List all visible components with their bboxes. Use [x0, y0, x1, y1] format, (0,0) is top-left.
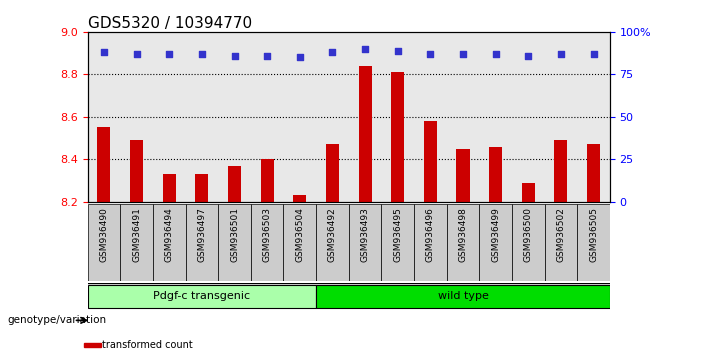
- Point: [98, 50, 109, 55]
- FancyBboxPatch shape: [153, 204, 186, 281]
- Point: [392, 48, 403, 53]
- Text: GSM936499: GSM936499: [491, 207, 500, 262]
- Text: GSM936500: GSM936500: [524, 207, 533, 262]
- Bar: [447, 32, 479, 202]
- Bar: [456, 149, 470, 202]
- Text: GSM936494: GSM936494: [165, 207, 174, 262]
- Point: [163, 51, 175, 57]
- FancyBboxPatch shape: [512, 204, 545, 281]
- Bar: [88, 32, 121, 202]
- FancyBboxPatch shape: [545, 204, 577, 281]
- Bar: [554, 140, 567, 202]
- Text: GSM936498: GSM936498: [458, 207, 468, 262]
- Bar: [186, 32, 218, 202]
- Point: [327, 50, 338, 55]
- Bar: [316, 32, 349, 202]
- FancyBboxPatch shape: [316, 204, 349, 281]
- Bar: [97, 127, 111, 202]
- Text: GSM936505: GSM936505: [589, 207, 598, 262]
- Point: [360, 46, 371, 52]
- Text: genotype/variation: genotype/variation: [7, 315, 106, 325]
- Bar: [577, 32, 610, 202]
- Text: GDS5320 / 10394770: GDS5320 / 10394770: [88, 16, 252, 31]
- FancyBboxPatch shape: [349, 204, 381, 281]
- Bar: [130, 140, 143, 202]
- Bar: [163, 174, 176, 202]
- Text: GSM936503: GSM936503: [263, 207, 272, 262]
- Bar: [326, 144, 339, 202]
- Bar: [251, 32, 283, 202]
- Bar: [121, 32, 153, 202]
- Bar: [522, 183, 535, 202]
- Bar: [545, 32, 577, 202]
- FancyBboxPatch shape: [218, 204, 251, 281]
- Text: GSM936493: GSM936493: [360, 207, 369, 262]
- FancyBboxPatch shape: [88, 204, 121, 281]
- FancyBboxPatch shape: [186, 204, 218, 281]
- Text: GSM936496: GSM936496: [426, 207, 435, 262]
- Bar: [228, 166, 241, 202]
- Text: GSM936491: GSM936491: [132, 207, 141, 262]
- FancyBboxPatch shape: [381, 204, 414, 281]
- Point: [294, 55, 306, 60]
- Text: GSM936495: GSM936495: [393, 207, 402, 262]
- Bar: [261, 159, 273, 202]
- Point: [196, 51, 207, 57]
- Bar: [489, 147, 502, 202]
- Point: [523, 53, 534, 58]
- FancyBboxPatch shape: [447, 204, 479, 281]
- FancyBboxPatch shape: [577, 204, 610, 281]
- Point: [425, 51, 436, 57]
- Bar: [414, 32, 447, 202]
- Text: wild type: wild type: [437, 291, 489, 301]
- FancyBboxPatch shape: [479, 204, 512, 281]
- Bar: [349, 32, 381, 202]
- Text: GSM936504: GSM936504: [295, 207, 304, 262]
- Bar: [218, 32, 251, 202]
- Bar: [512, 32, 545, 202]
- Bar: [587, 144, 600, 202]
- Bar: [153, 32, 186, 202]
- Text: Pdgf-c transgenic: Pdgf-c transgenic: [154, 291, 250, 301]
- Bar: [283, 32, 316, 202]
- Point: [490, 51, 501, 57]
- Text: GSM936497: GSM936497: [198, 207, 206, 262]
- Point: [457, 51, 468, 57]
- Bar: [196, 174, 208, 202]
- Bar: [391, 72, 404, 202]
- Text: GSM936492: GSM936492: [328, 207, 337, 262]
- Bar: [424, 121, 437, 202]
- FancyBboxPatch shape: [121, 204, 153, 281]
- Bar: [358, 66, 372, 202]
- Point: [555, 51, 566, 57]
- FancyBboxPatch shape: [88, 285, 316, 308]
- Point: [261, 53, 273, 58]
- Bar: [479, 32, 512, 202]
- Text: GSM936490: GSM936490: [100, 207, 109, 262]
- FancyBboxPatch shape: [414, 204, 447, 281]
- Text: GSM936501: GSM936501: [230, 207, 239, 262]
- Point: [131, 51, 142, 57]
- Bar: [381, 32, 414, 202]
- FancyBboxPatch shape: [316, 285, 610, 308]
- Text: GSM936502: GSM936502: [557, 207, 566, 262]
- Point: [229, 53, 240, 58]
- Point: [588, 51, 599, 57]
- Bar: [293, 195, 306, 202]
- FancyBboxPatch shape: [251, 204, 283, 281]
- Text: transformed count: transformed count: [102, 340, 192, 350]
- FancyBboxPatch shape: [283, 204, 316, 281]
